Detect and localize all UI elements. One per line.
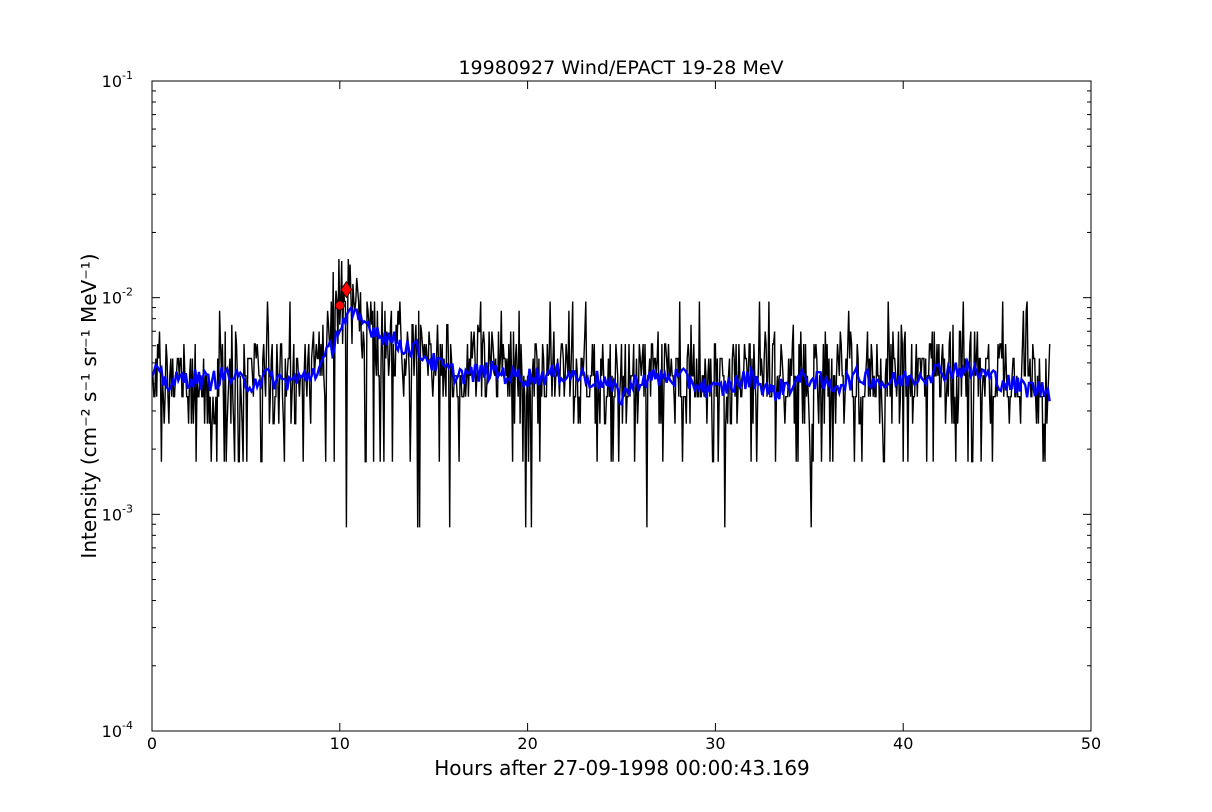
- y-axis: 10-4 10-3 10-2 10-1: [102, 69, 1091, 741]
- x-tick-label: 0: [147, 734, 157, 753]
- onset-circle-marker: [334, 300, 345, 311]
- y-tick-label: 10-3: [102, 502, 133, 524]
- y-tick-label: 10-2: [102, 286, 133, 308]
- peak-diamond-marker: [340, 280, 353, 299]
- plot-frame: [151, 80, 1092, 732]
- x-tick-label: 30: [705, 734, 725, 753]
- x-tick-label: 40: [893, 734, 913, 753]
- x-axis: 0 10 20 30 40 50: [147, 81, 1101, 753]
- raw-intensity-line: [152, 258, 1051, 528]
- smoothed-intensity-series: [152, 305, 1051, 407]
- x-tick-label: 10: [330, 734, 350, 753]
- x-tick-label: 50: [1081, 734, 1101, 753]
- x-tick-label: 20: [517, 734, 537, 753]
- chart-title: 19980927 Wind/EPACT 19-28 MeV: [458, 57, 783, 79]
- x-axis-label: Hours after 27-09-1998 00:00:43.169: [434, 756, 810, 780]
- y-tick-label: 10-1: [102, 69, 133, 91]
- y-tick-label: 10-4: [102, 719, 133, 741]
- y-axis-label: Intensity (cm⁻² s⁻¹ sr⁻¹ MeV⁻¹): [77, 253, 101, 558]
- smoothed-intensity-line: [152, 305, 1051, 407]
- onset-markers: [334, 280, 353, 311]
- raw-intensity-series: [152, 258, 1051, 528]
